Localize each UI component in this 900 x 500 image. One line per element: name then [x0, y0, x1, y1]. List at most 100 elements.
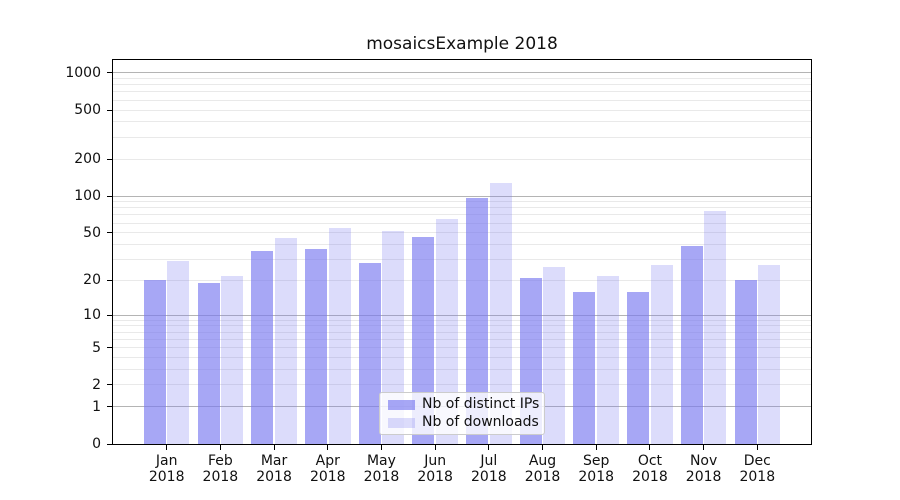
gridline-minor-600 [113, 99, 811, 101]
bar-downloads-nov [704, 211, 727, 444]
x-tick-month-dec: Dec [743, 453, 771, 469]
x-tick-mark-sep [595, 445, 597, 450]
bar-distinct-ips-oct [627, 291, 650, 444]
bar-distinct-ips-apr [305, 248, 328, 444]
x-tick-mark-nov [703, 445, 705, 450]
bar-distinct-ips-dec [734, 280, 757, 444]
bar-distinct-ips-jan [143, 280, 166, 444]
y-tick-label-20: 20 [83, 272, 101, 289]
gridline-minor-9 [113, 319, 811, 321]
x-tick-label-aug: Aug 2018 [503, 453, 583, 485]
y-tick-label-50: 50 [83, 224, 101, 241]
bar-distinct-ips-sep [573, 291, 596, 444]
bar-distinct-ips-jul [466, 197, 489, 444]
x-tick-month-aug: Aug [528, 453, 557, 469]
x-tick-month-feb: Feb [207, 453, 233, 469]
x-tick-month-mar: Mar [260, 453, 288, 469]
bar-downloads-feb [221, 275, 244, 444]
gridline-minor-2 [113, 384, 811, 386]
gridline-minor-400 [113, 121, 811, 123]
x-tick-month-apr: Apr [315, 453, 340, 469]
gridline-minor-40 [113, 243, 811, 245]
x-tick-month-jun: Jun [424, 453, 447, 469]
y-tick-label-200: 200 [74, 151, 101, 168]
gridline-minor-300 [113, 136, 811, 138]
x-tick-mark-jan [166, 445, 168, 450]
x-tick-year-jun: 2018 [417, 469, 453, 485]
bar-distinct-ips-feb [197, 283, 220, 444]
x-tick-year-oct: 2018 [632, 469, 668, 485]
x-tick-label-jul: Jul 2018 [449, 453, 529, 485]
x-tick-month-sep: Sep [583, 453, 610, 469]
gridline-minor-80 [113, 207, 811, 209]
legend-label-downloads: Nb of downloads [422, 414, 539, 430]
gridline-minor-500 [113, 109, 811, 111]
y-tick-label-10: 10 [83, 307, 101, 324]
gridline-minor-50 [113, 232, 811, 234]
x-tick-label-dec: Dec 2018 [717, 453, 797, 485]
x-tick-mark-jun [434, 445, 436, 450]
x-tick-label-jan: Jan 2018 [127, 453, 207, 485]
gridline-major-10 [113, 314, 811, 316]
bar-downloads-dec [758, 264, 781, 444]
gridline-major-100 [113, 195, 811, 197]
gridline-minor-70 [113, 214, 811, 216]
downloads-swatch [388, 417, 415, 428]
gridline-minor-90 [113, 201, 811, 203]
y-tick-label-1: 1 [92, 398, 101, 415]
x-tick-label-sep: Sep 2018 [556, 453, 636, 485]
x-tick-year-jan: 2018 [148, 469, 185, 485]
gridline-major-1000 [113, 72, 811, 74]
chart-title: mosaicsExample 2018 [366, 34, 558, 54]
gridline-minor-60 [113, 222, 811, 224]
x-tick-mark-dec [756, 445, 758, 450]
x-tick-label-mar: Mar 2018 [234, 453, 314, 485]
x-tick-year-nov: 2018 [685, 469, 722, 485]
x-tick-label-nov: Nov 2018 [664, 453, 744, 485]
x-tick-year-dec: 2018 [739, 469, 776, 485]
gridline-minor-6 [113, 338, 811, 340]
x-tick-month-nov: Nov [689, 453, 718, 469]
gridline-minor-7 [113, 331, 811, 333]
bar-downloads-may [382, 230, 405, 444]
legend: Nb of distinct IPs Nb of downloads [379, 392, 545, 435]
gridline-minor-800 [113, 84, 811, 86]
legend-label-distinct-ips: Nb of distinct IPs [422, 396, 540, 412]
bar-downloads-oct [650, 264, 673, 444]
distinct-ips-swatch [388, 399, 415, 410]
x-tick-year-feb: 2018 [202, 469, 239, 485]
x-tick-year-mar: 2018 [256, 469, 292, 485]
x-tick-year-jul: 2018 [471, 469, 507, 485]
x-tick-month-may: May [366, 453, 396, 469]
gridline-minor-700 [113, 91, 811, 93]
bar-downloads-sep [596, 275, 619, 444]
legend-item-downloads: Nb of downloads [388, 414, 544, 431]
y-tick-label-500: 500 [74, 102, 101, 118]
x-tick-month-jan: Jan [155, 453, 178, 469]
gridline-minor-5 [113, 347, 811, 349]
gridline-minor-20 [113, 279, 811, 281]
x-tick-mark-jul [488, 445, 490, 450]
x-tick-year-sep: 2018 [578, 469, 615, 485]
x-tick-month-jul: Jul [480, 453, 498, 469]
x-tick-label-jun: Jun 2018 [395, 453, 475, 485]
bar-distinct-ips-may [358, 263, 381, 444]
gridline-minor-900 [113, 77, 811, 79]
x-tick-mark-may [380, 445, 382, 450]
x-tick-label-feb: Feb 2018 [180, 453, 260, 485]
x-tick-mark-apr [327, 445, 329, 450]
gridline-minor-30 [113, 259, 811, 260]
x-tick-month-oct: Oct [637, 453, 663, 469]
gridline-minor-8 [113, 325, 811, 327]
bar-downloads-jul [489, 182, 512, 444]
bar-distinct-ips-mar [251, 251, 274, 444]
bar-downloads-apr [328, 227, 351, 444]
x-tick-year-aug: 2018 [524, 469, 561, 485]
y-tick-label-100: 100 [74, 188, 101, 205]
x-tick-year-apr: 2018 [309, 469, 346, 485]
gridline-minor-200 [113, 158, 811, 160]
plot-area [112, 59, 812, 445]
gridline-minor-4 [113, 357, 811, 359]
x-tick-mark-feb [219, 445, 221, 450]
